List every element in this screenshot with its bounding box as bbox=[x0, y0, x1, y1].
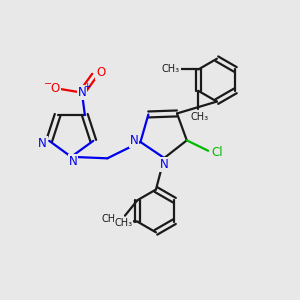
Text: N: N bbox=[38, 137, 47, 150]
Text: N: N bbox=[77, 86, 86, 99]
Text: Cl: Cl bbox=[211, 146, 223, 159]
Text: N: N bbox=[130, 134, 138, 147]
Text: N: N bbox=[160, 158, 169, 171]
Text: O: O bbox=[96, 67, 106, 80]
Text: O: O bbox=[50, 82, 60, 95]
Text: CH₃: CH₃ bbox=[101, 214, 119, 224]
Text: +: + bbox=[83, 82, 91, 91]
Text: CH₃: CH₃ bbox=[191, 112, 209, 122]
Text: CH₃: CH₃ bbox=[114, 218, 133, 228]
Text: N: N bbox=[69, 155, 77, 168]
Text: −: − bbox=[44, 79, 52, 89]
Text: CH₃: CH₃ bbox=[162, 64, 180, 74]
